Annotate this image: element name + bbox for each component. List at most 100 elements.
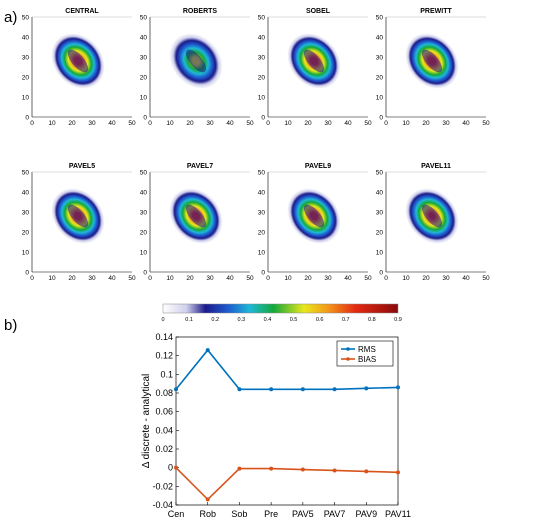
error-line-chart: -0.04 -0.02 0 0.02 0.04 0.06 0.08 0.1 0.12 0.14 Ce… xyxy=(141,332,411,519)
x-tick-label: 0 xyxy=(148,120,152,127)
x-tick-label: 20 xyxy=(304,275,312,282)
y-tick-label: 40 xyxy=(376,35,384,42)
y-tick-label: 20 xyxy=(22,75,30,82)
x-tick-label: 50 xyxy=(482,120,490,127)
y-tick-label: 50 xyxy=(22,170,30,177)
x-tick-label: PAV11 xyxy=(385,509,411,519)
series-point xyxy=(300,387,305,392)
x-tick-label: 50 xyxy=(364,120,372,127)
y-tick-label: 0 xyxy=(168,463,173,473)
heatmap-title: PAVEL11 xyxy=(421,163,451,170)
y-tick-label: 20 xyxy=(376,230,384,237)
x-tick-label: 0 xyxy=(384,120,388,127)
panel-b-label: b) xyxy=(4,317,17,334)
x-tick-label: 30 xyxy=(442,120,450,127)
colorbar-tick-label: 0.5 xyxy=(290,317,298,323)
heat-core xyxy=(67,49,89,73)
y-tick-label: 30 xyxy=(258,210,266,217)
y-tick-label: 0 xyxy=(379,270,383,277)
series-line xyxy=(175,348,399,391)
x-tick-label: 20 xyxy=(422,120,430,127)
y-tick-label: 0 xyxy=(261,270,265,277)
heatmap-title: SOBEL xyxy=(306,8,331,15)
y-axis-label: Δ discrete - analytical xyxy=(141,374,152,469)
y-tick-label: 0 xyxy=(379,115,383,122)
y-tick-label: 0.14 xyxy=(155,332,173,342)
x-tick-label: 0 xyxy=(30,275,34,282)
heatmap-panel: SOBEL 0 10 20 30 40 50 0 10 20 30 40 50 xyxy=(258,8,372,127)
heatmap-title: PAVEL7 xyxy=(187,163,213,170)
x-tick-label: 10 xyxy=(284,275,292,282)
heatmap-panel: PAVEL7 0 10 20 30 40 50 0 10 20 30 40 50 xyxy=(140,163,254,282)
y-tick-label: 0 xyxy=(261,115,265,122)
series-point xyxy=(269,387,274,392)
x-tick-label: PAV9 xyxy=(355,509,377,519)
x-tick-label: 10 xyxy=(166,275,174,282)
x-tick-label: 20 xyxy=(186,120,194,127)
y-tick-label: 40 xyxy=(376,190,384,197)
x-tick-label: 50 xyxy=(364,275,372,282)
heat-core xyxy=(421,204,443,228)
x-tick-label: 20 xyxy=(304,120,312,127)
y-tick-label: 30 xyxy=(376,210,384,217)
x-tick-label: 0 xyxy=(384,275,388,282)
y-tick-label: 10 xyxy=(376,250,384,257)
heatmap-grid: CENTRAL 0 10 20 30 40 50 0 10 20 30 40 50 ROBERTS 0 10 2… xyxy=(22,8,490,282)
y-tick-label: 20 xyxy=(376,75,384,82)
y-tick-label: 40 xyxy=(140,35,148,42)
x-tick-label: 30 xyxy=(206,120,214,127)
y-tick-label: 30 xyxy=(376,55,384,62)
x-tick-label: 30 xyxy=(324,275,332,282)
legend-marker xyxy=(346,347,350,351)
y-tick-label: 30 xyxy=(22,210,30,217)
series-point xyxy=(237,466,242,471)
x-tick-label: 50 xyxy=(128,275,136,282)
y-tick-label: -0.02 xyxy=(152,481,173,491)
series-point xyxy=(237,387,242,392)
heatmap-panel: CENTRAL 0 10 20 30 40 50 0 10 20 30 40 50 xyxy=(22,8,136,127)
y-tick-label: 0.12 xyxy=(155,351,173,361)
heat-core xyxy=(421,49,443,73)
y-tick-label: 0.08 xyxy=(155,388,173,398)
series-point xyxy=(174,387,178,392)
x-tick-label: 20 xyxy=(422,275,430,282)
y-tick-label: 0 xyxy=(25,115,29,122)
y-tick-label: 0 xyxy=(143,270,147,277)
y-tick-label: 10 xyxy=(22,250,30,257)
y-tick-label: 50 xyxy=(376,15,384,22)
x-tick-label: 0 xyxy=(266,275,270,282)
colorbar: 0 0.1 0.2 0.3 0.4 0.5 0.6 0.7 0.8 0.9 xyxy=(161,303,402,323)
y-tick-label: 40 xyxy=(22,190,30,197)
y-tick-label: 0 xyxy=(143,115,147,122)
y-tick-label: 50 xyxy=(258,170,266,177)
line-plot-frame xyxy=(175,336,399,506)
x-tick-label: Pre xyxy=(264,509,278,519)
y-tick-label: 30 xyxy=(22,55,30,62)
y-tick-label: 40 xyxy=(22,35,30,42)
series-line xyxy=(175,467,399,501)
x-tick-label: Cen xyxy=(168,509,185,519)
colorbar-tick-label: 0.7 xyxy=(342,317,350,323)
x-tick-label: 40 xyxy=(226,275,234,282)
heatmap-panel: ROBERTS 0 10 20 30 40 50 0 10 20 30 40 50 xyxy=(140,8,254,127)
x-tick-label: PAV5 xyxy=(292,509,314,519)
x-tick-label: 40 xyxy=(344,275,352,282)
series-point xyxy=(205,497,210,502)
y-tick-label: 20 xyxy=(258,75,266,82)
heatmap-title: PAVEL5 xyxy=(69,163,95,170)
colorbar-tick-label: 0.4 xyxy=(264,317,272,323)
y-tick-label: 50 xyxy=(258,15,266,22)
x-tick-label: 30 xyxy=(206,275,214,282)
y-tick-label: 50 xyxy=(22,15,30,22)
heatmap-panel: PAVEL11 0 10 20 30 40 50 0 10 20 30 40 50 xyxy=(376,163,490,282)
y-tick-label: 40 xyxy=(258,190,266,197)
series-point xyxy=(269,466,274,471)
colorbar-tick-label: 0.8 xyxy=(368,317,376,323)
colorbar-tick-label: 0 xyxy=(161,317,164,323)
x-tick-label: 20 xyxy=(186,275,194,282)
x-tick-label: Rob xyxy=(199,509,216,519)
x-tick-label: 30 xyxy=(88,275,96,282)
x-tick-label: 30 xyxy=(442,275,450,282)
series-point xyxy=(364,469,369,474)
